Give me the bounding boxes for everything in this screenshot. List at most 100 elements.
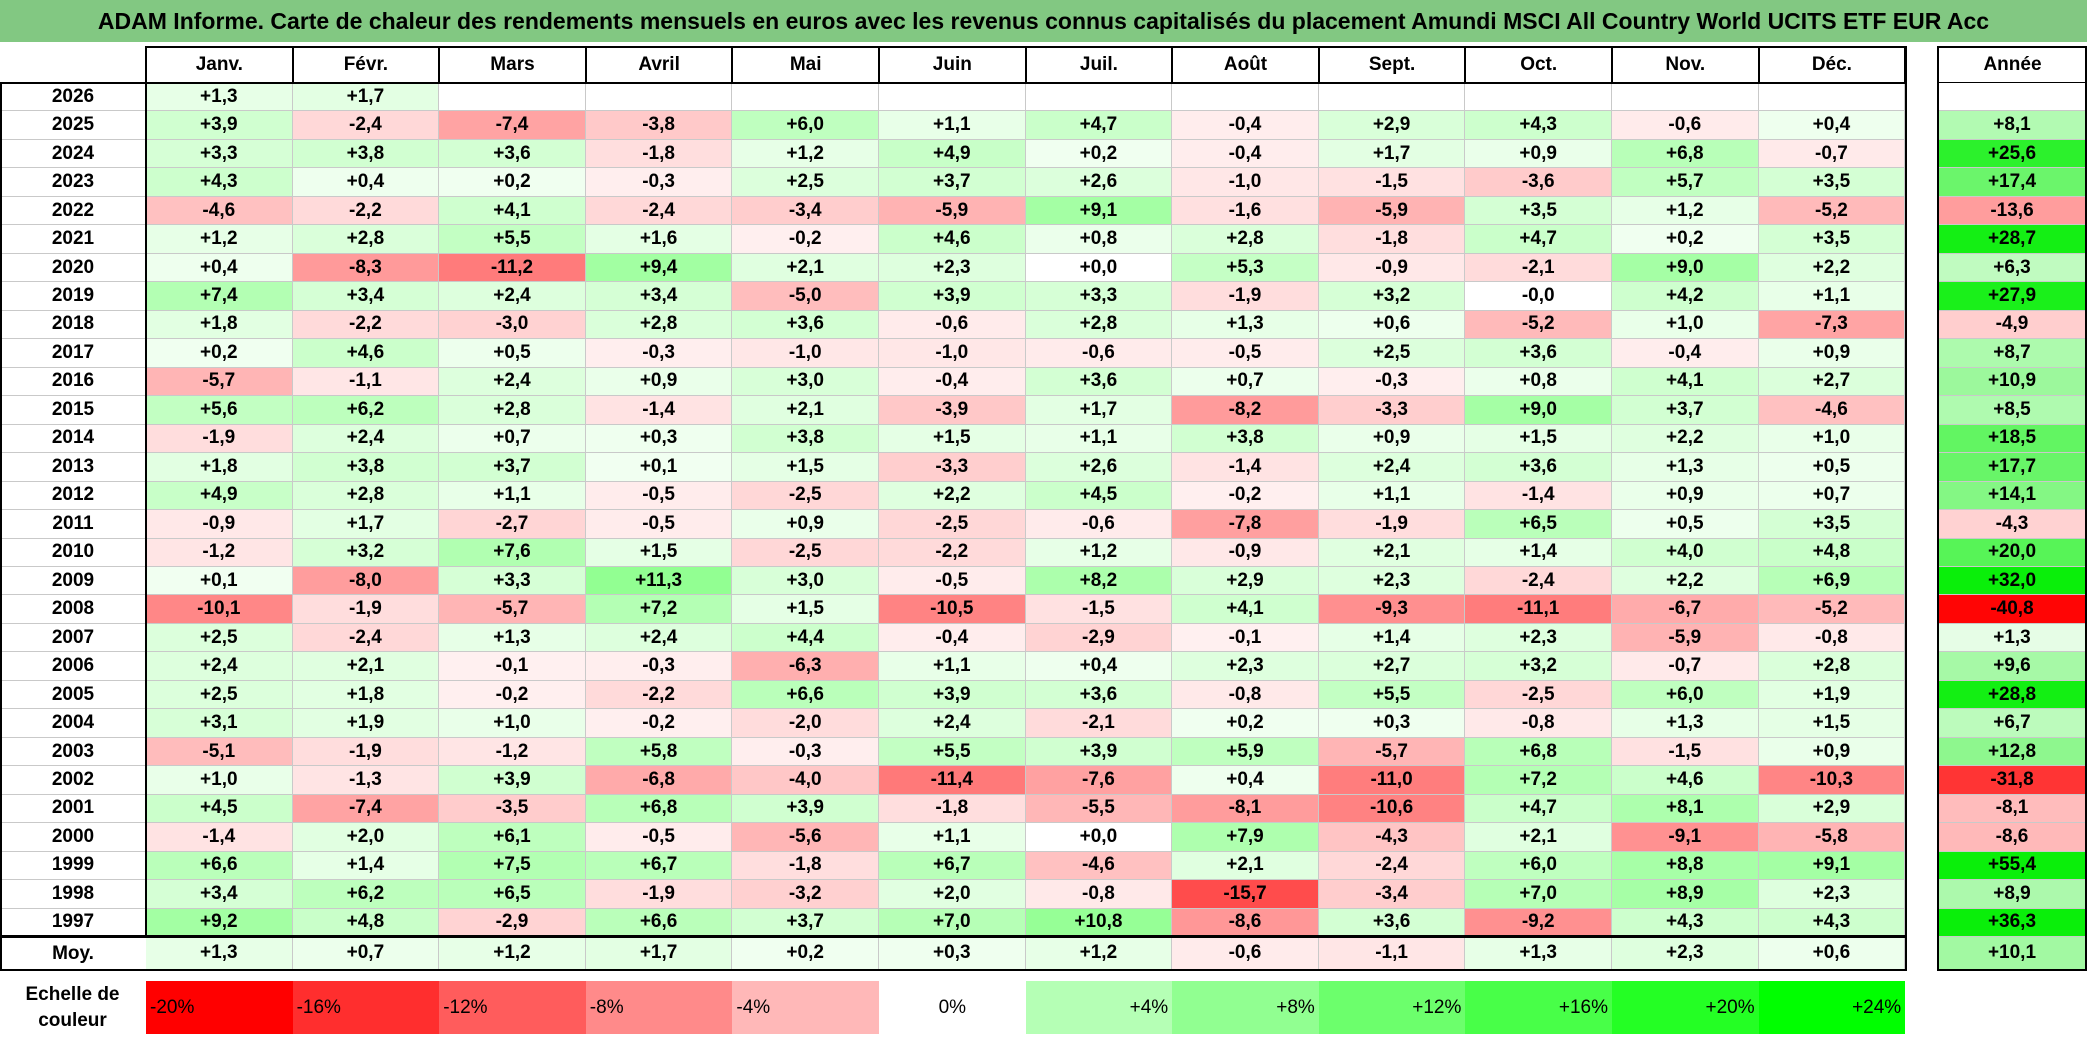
heatmap-cell: -0,3 <box>585 652 733 681</box>
heatmap-cell: +9,2 <box>146 908 293 938</box>
heatmap-cell: -2,4 <box>585 196 733 226</box>
heatmap-cell: -1,2 <box>146 538 293 567</box>
heatmap-cell: +2,9 <box>1172 566 1319 596</box>
color-scale-step: -12% <box>439 981 586 1034</box>
heatmap-cell: +4,8 <box>1758 538 1906 567</box>
heatmap-cell: -4,6 <box>1758 396 1906 425</box>
year-label: 2007 <box>0 623 146 653</box>
heatmap-cell: +4,7 <box>1025 111 1173 140</box>
heatmap-cell: +6,5 <box>439 880 586 909</box>
heatmap-cell: -15,7 <box>1172 880 1319 909</box>
heatmap-cell: -2,5 <box>732 481 879 511</box>
heatmap-cell: -2,7 <box>439 510 586 539</box>
color-scale-step: -8% <box>585 981 733 1034</box>
heatmap-cell: +2,4 <box>879 709 1026 738</box>
heatmap-cell: +5,5 <box>879 737 1026 767</box>
heatmap-cell: +7,2 <box>585 595 733 624</box>
heatmap-cell: +1,3 <box>1172 310 1319 340</box>
year-label: 2006 <box>0 652 146 681</box>
heatmap-cell: -8,1 <box>1172 794 1319 824</box>
heatmap-cell: +1,5 <box>1465 424 1612 454</box>
heatmap-cell: +2,8 <box>292 481 440 511</box>
heatmap-cell: -1,0 <box>1172 168 1319 197</box>
color-scale-step: -4% <box>732 981 879 1034</box>
heatmap-cell: +2,9 <box>1758 794 1906 824</box>
heatmap-cell: -1,9 <box>292 737 440 767</box>
heatmap-cell: +4,9 <box>146 481 293 511</box>
heatmap-cell: -7,3 <box>1758 310 1906 340</box>
heatmap-cell: -0,2 <box>439 680 586 710</box>
heatmap-cell <box>1758 83 1906 112</box>
heatmap-cell: +3,4 <box>146 880 293 909</box>
year-label: 2001 <box>0 794 146 824</box>
heatmap-cell: +0,1 <box>585 453 733 482</box>
year-label: 2025 <box>0 111 146 140</box>
month-header: Oct. <box>1465 46 1612 83</box>
heatmap-cell: +2,1 <box>732 253 879 283</box>
heatmap-cell: +2,1 <box>1318 538 1466 567</box>
heatmap-cell: +5,5 <box>1318 680 1466 710</box>
heatmap-cell: +6,7 <box>585 851 733 881</box>
heatmap-cell: +5,8 <box>585 737 733 767</box>
heatmap-cell: +2,4 <box>439 282 586 311</box>
heatmap-cell: +1,5 <box>585 538 733 567</box>
heatmap-cell: +8,2 <box>1025 566 1173 596</box>
heatmap-cell: +2,4 <box>146 652 293 681</box>
heatmap-cell: -8,3 <box>292 253 440 283</box>
heatmap-cell: -0,6 <box>879 310 1026 340</box>
heatmap-cell: -7,6 <box>1025 766 1173 795</box>
heatmap-cell: -2,2 <box>585 680 733 710</box>
heatmap-cell: -7,4 <box>439 111 586 140</box>
heatmap-cell: -0,3 <box>585 168 733 197</box>
heatmap-cell: -5,2 <box>1758 196 1906 226</box>
month-header: Déc. <box>1758 46 1906 83</box>
annual-cell: +28,7 <box>1938 225 2087 254</box>
heatmap-cell: -6,8 <box>585 766 733 795</box>
year-label: 2005 <box>0 680 146 710</box>
heatmap-cell: +4,7 <box>1465 794 1612 824</box>
heatmap-cell: +1,6 <box>585 225 733 254</box>
heatmap-cell: +7,9 <box>1172 823 1319 852</box>
heatmap-cell: +6,2 <box>292 396 440 425</box>
heatmap-cell: +3,6 <box>1465 339 1612 368</box>
heatmap-cell: -3,6 <box>1465 168 1612 197</box>
color-scale-label: Echelle de couleur <box>25 984 120 1031</box>
heatmap-cell: +2,5 <box>146 623 293 653</box>
annual-cell: +8,9 <box>1938 880 2087 909</box>
heatmap-cell: -2,5 <box>1465 680 1612 710</box>
heatmap-cell: +6,1 <box>439 823 586 852</box>
year-label: 2013 <box>0 453 146 482</box>
annual-cell: -13,6 <box>1938 196 2087 226</box>
heatmap-cell: -5,1 <box>146 737 293 767</box>
annual-cell: -31,8 <box>1938 766 2087 795</box>
heatmap-cell: -3,9 <box>879 396 1026 425</box>
heatmap-cell: +6,2 <box>292 880 440 909</box>
heatmap-cell: +8,8 <box>1612 851 1759 881</box>
average-cell: +1,3 <box>146 937 293 970</box>
heatmap-cell: +1,5 <box>732 595 879 624</box>
year-label: 1997 <box>0 908 146 938</box>
heatmap-cell: +2,1 <box>1465 823 1612 852</box>
heatmap-cell: +6,8 <box>585 794 733 824</box>
heatmap-cell: +2,7 <box>1758 367 1906 397</box>
heatmap-cell: +1,5 <box>879 424 1026 454</box>
heatmap-cell: +7,6 <box>439 538 586 567</box>
heatmap-cell: +0,7 <box>1758 481 1906 511</box>
heatmap-cell: +2,6 <box>1025 453 1173 482</box>
heatmap-cell: -3,3 <box>1318 396 1466 425</box>
color-scale-step: +20% <box>1612 981 1759 1034</box>
heatmap-cell: +4,1 <box>439 196 586 226</box>
heatmap-cell: +6,7 <box>879 851 1026 881</box>
color-scale-step: +4% <box>1025 981 1173 1034</box>
heatmap-cell: +3,4 <box>585 282 733 311</box>
heatmap-cell: +1,5 <box>732 453 879 482</box>
heatmap-cell: +3,0 <box>732 566 879 596</box>
color-scale-step: +16% <box>1465 981 1612 1034</box>
heatmap-cell: -2,0 <box>732 709 879 738</box>
heatmap-cell: +2,8 <box>1025 310 1173 340</box>
annual-cell: +8,5 <box>1938 396 2087 425</box>
heatmap-cell: +1,7 <box>1318 139 1466 169</box>
heatmap-cell: +0,0 <box>1025 253 1173 283</box>
heatmap-cell: +0,9 <box>1758 339 1906 368</box>
year-label: 2011 <box>0 510 146 539</box>
